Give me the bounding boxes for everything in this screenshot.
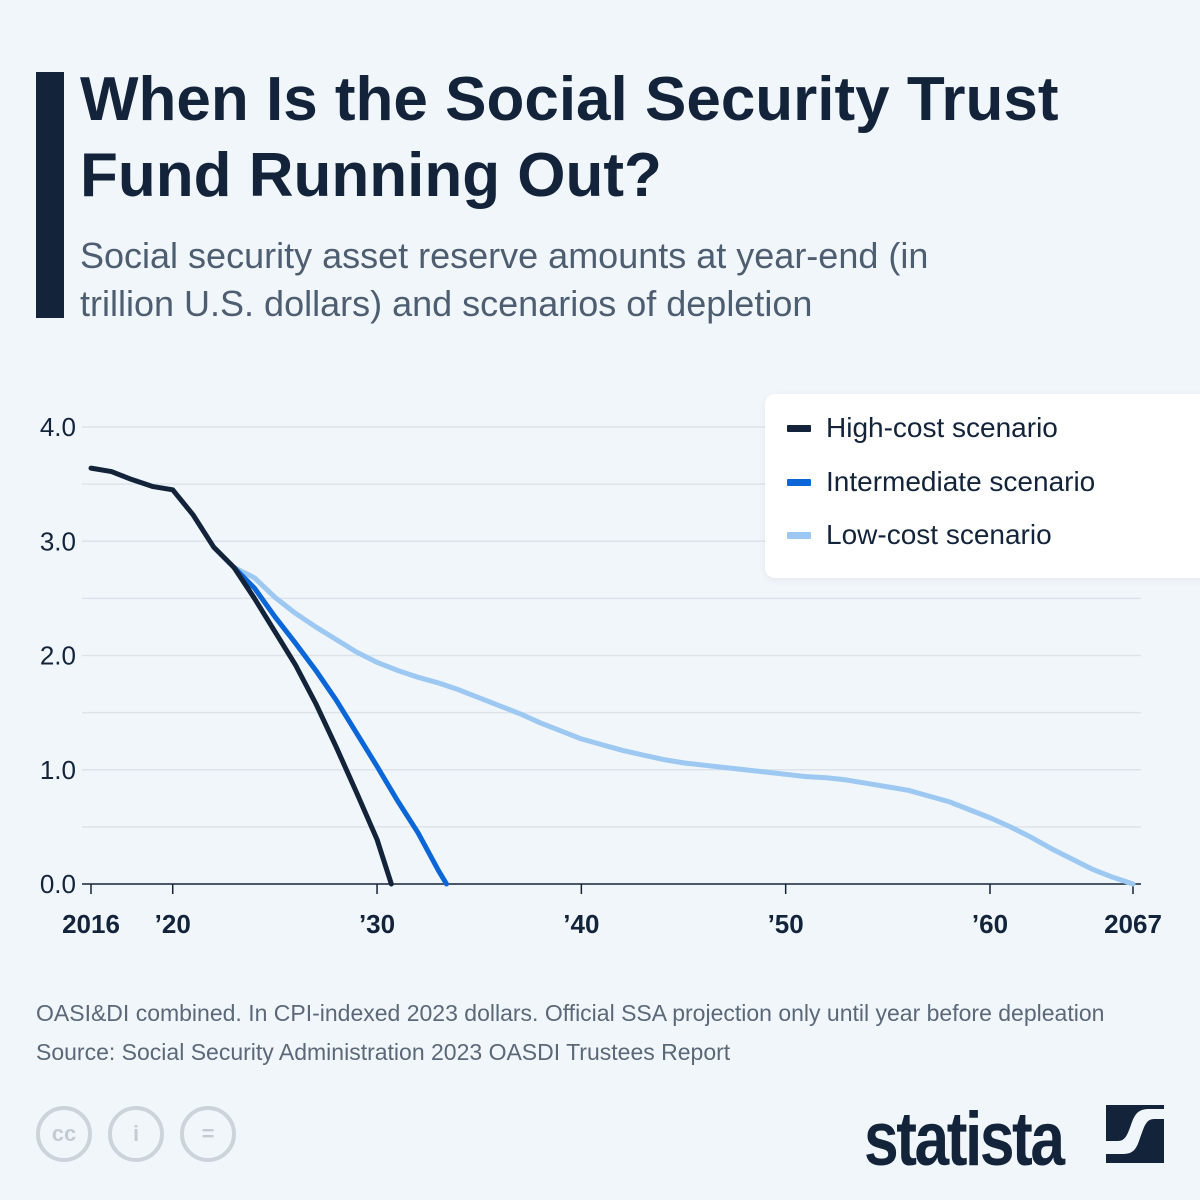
- legend-item-low-cost: Low-cost scenario: [787, 519, 1052, 551]
- x-tick-label: ’50: [768, 909, 804, 939]
- x-tick-label: ’60: [972, 909, 1008, 939]
- legend-swatch: [787, 478, 811, 486]
- x-tick-label: ’40: [563, 909, 599, 939]
- x-tick-label: ’20: [155, 909, 191, 939]
- subtitle: Social security asset reserve amounts at…: [80, 235, 929, 324]
- legend-label: Intermediate scenario: [826, 466, 1096, 497]
- legend-label: Low-cost scenario: [826, 519, 1052, 550]
- statista-logo[interactable]: statista: [864, 1097, 1065, 1182]
- legend-item-intermediate: Intermediate scenario: [787, 466, 1095, 498]
- attribution-icon[interactable]: i: [108, 1106, 164, 1162]
- y-tick-label: 3.0: [40, 526, 76, 556]
- page-title: When Is the Social Security Trust Fund R…: [80, 65, 1059, 210]
- y-tick-label: 0.0: [40, 869, 76, 899]
- legend: High-cost scenario Intermediate scenario…: [765, 394, 1200, 578]
- cc-icon[interactable]: cc: [36, 1106, 92, 1162]
- x-tick-label: 2016: [62, 909, 120, 939]
- legend-label: High-cost scenario: [826, 412, 1058, 443]
- x-tick-label: ’30: [359, 909, 395, 939]
- legend-item-high-cost: High-cost scenario: [787, 412, 1058, 444]
- historical-line: [88, 465, 237, 571]
- low-cost-line: [231, 565, 1136, 887]
- x-tick-label: 2067: [1104, 909, 1162, 939]
- y-tick-label: 1.0: [40, 755, 76, 785]
- statista-logo-icon: [1106, 1105, 1164, 1163]
- high-cost-line: [231, 565, 394, 887]
- chart-note: OASI&DI combined. In CPI-indexed 2023 do…: [36, 1000, 1105, 1026]
- legend-swatch: [787, 424, 811, 432]
- legend-swatch: [787, 531, 811, 539]
- y-tick-label: 2.0: [40, 641, 76, 671]
- intermediate-line: [231, 565, 450, 887]
- no-derivatives-icon[interactable]: =: [180, 1106, 236, 1162]
- title-accent-bar: [36, 72, 64, 318]
- source-note: Source: Social Security Administration 2…: [36, 1039, 731, 1065]
- y-tick-label: 4.0: [40, 412, 76, 442]
